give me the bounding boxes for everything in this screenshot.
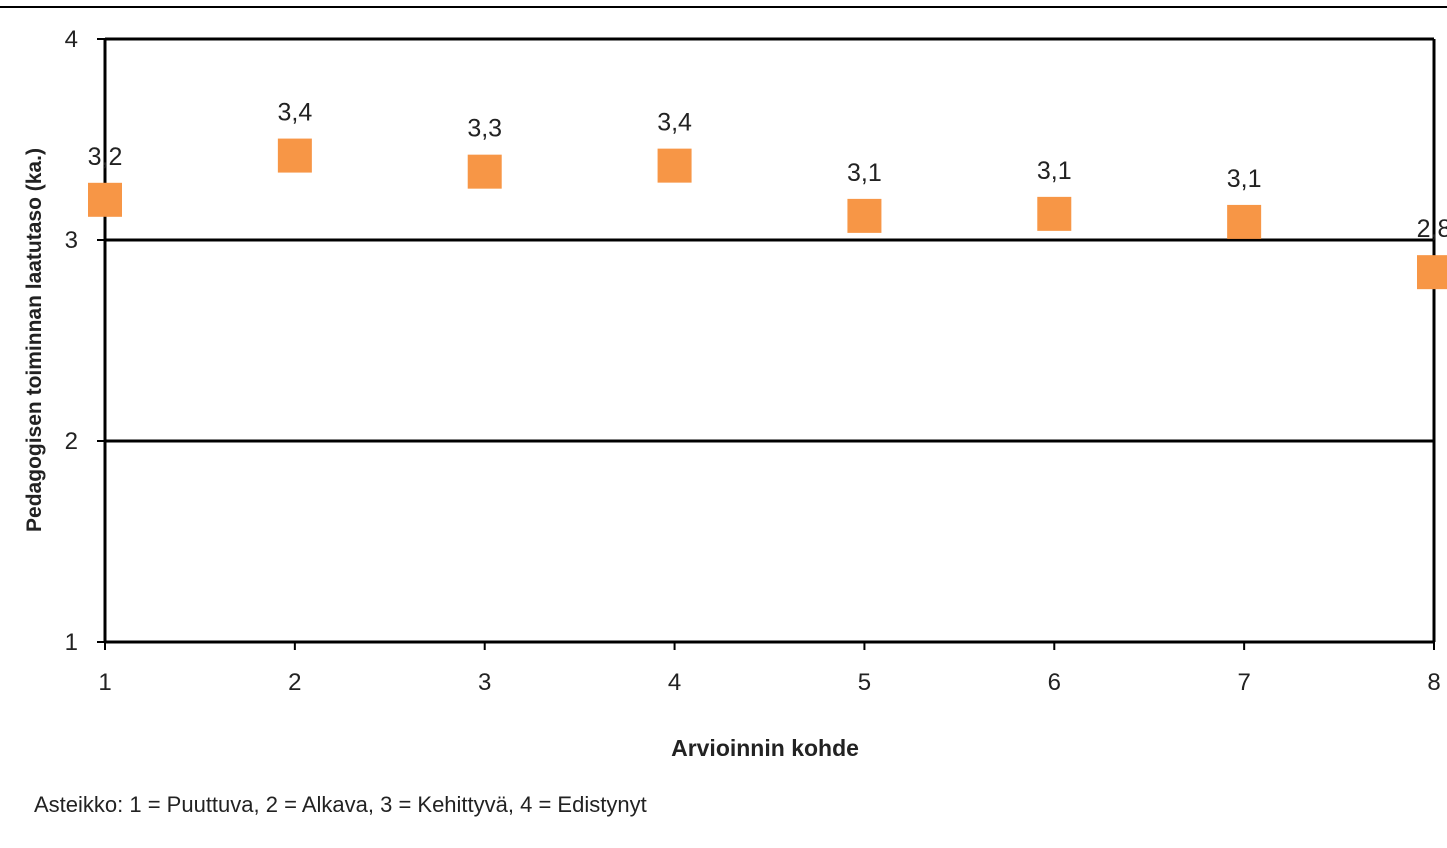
y-axis-label: Pedagogisen toiminnan laatutaso (ka.) bbox=[23, 148, 46, 532]
x-tick-label: 7 bbox=[1237, 669, 1250, 696]
data-point bbox=[467, 154, 502, 189]
top-border bbox=[0, 6, 1447, 8]
data-point bbox=[277, 138, 312, 173]
data-label: 3,4 bbox=[657, 109, 692, 137]
x-axis-label: Arvioinnin kohde bbox=[671, 735, 859, 761]
x-tick-label: 1 bbox=[98, 669, 111, 696]
data-point bbox=[1417, 255, 1447, 290]
x-tick-label: 6 bbox=[1048, 669, 1061, 696]
data-point bbox=[88, 182, 122, 217]
x-tick-label: 5 bbox=[858, 669, 871, 696]
scale-footnote: Asteikko: 1 = Puuttuva, 2 = Alkava, 3 = … bbox=[34, 792, 647, 817]
data-point bbox=[847, 198, 882, 233]
data-point bbox=[1227, 204, 1262, 239]
data-point bbox=[1037, 196, 1072, 231]
data-label: 3,1 bbox=[1037, 157, 1072, 185]
x-tick-label: 8 bbox=[1427, 669, 1440, 696]
y-tick-label: 2 bbox=[65, 428, 78, 455]
data-label: 3,1 bbox=[847, 159, 882, 187]
y-tick-label: 1 bbox=[65, 629, 78, 656]
data-point bbox=[657, 148, 692, 183]
data-label: 2,8 bbox=[1417, 215, 1447, 243]
data-label: 3,3 bbox=[467, 115, 502, 143]
x-tick-label: 4 bbox=[668, 669, 681, 696]
data-label: 3,1 bbox=[1227, 165, 1262, 193]
y-tick-label: 3 bbox=[65, 227, 78, 254]
data-label: 3,4 bbox=[277, 99, 312, 127]
x-tick-label: 2 bbox=[288, 669, 301, 696]
data-label: 3,2 bbox=[88, 143, 123, 171]
x-tick-label: 3 bbox=[478, 669, 491, 696]
y-tick-label: 4 bbox=[65, 26, 78, 53]
